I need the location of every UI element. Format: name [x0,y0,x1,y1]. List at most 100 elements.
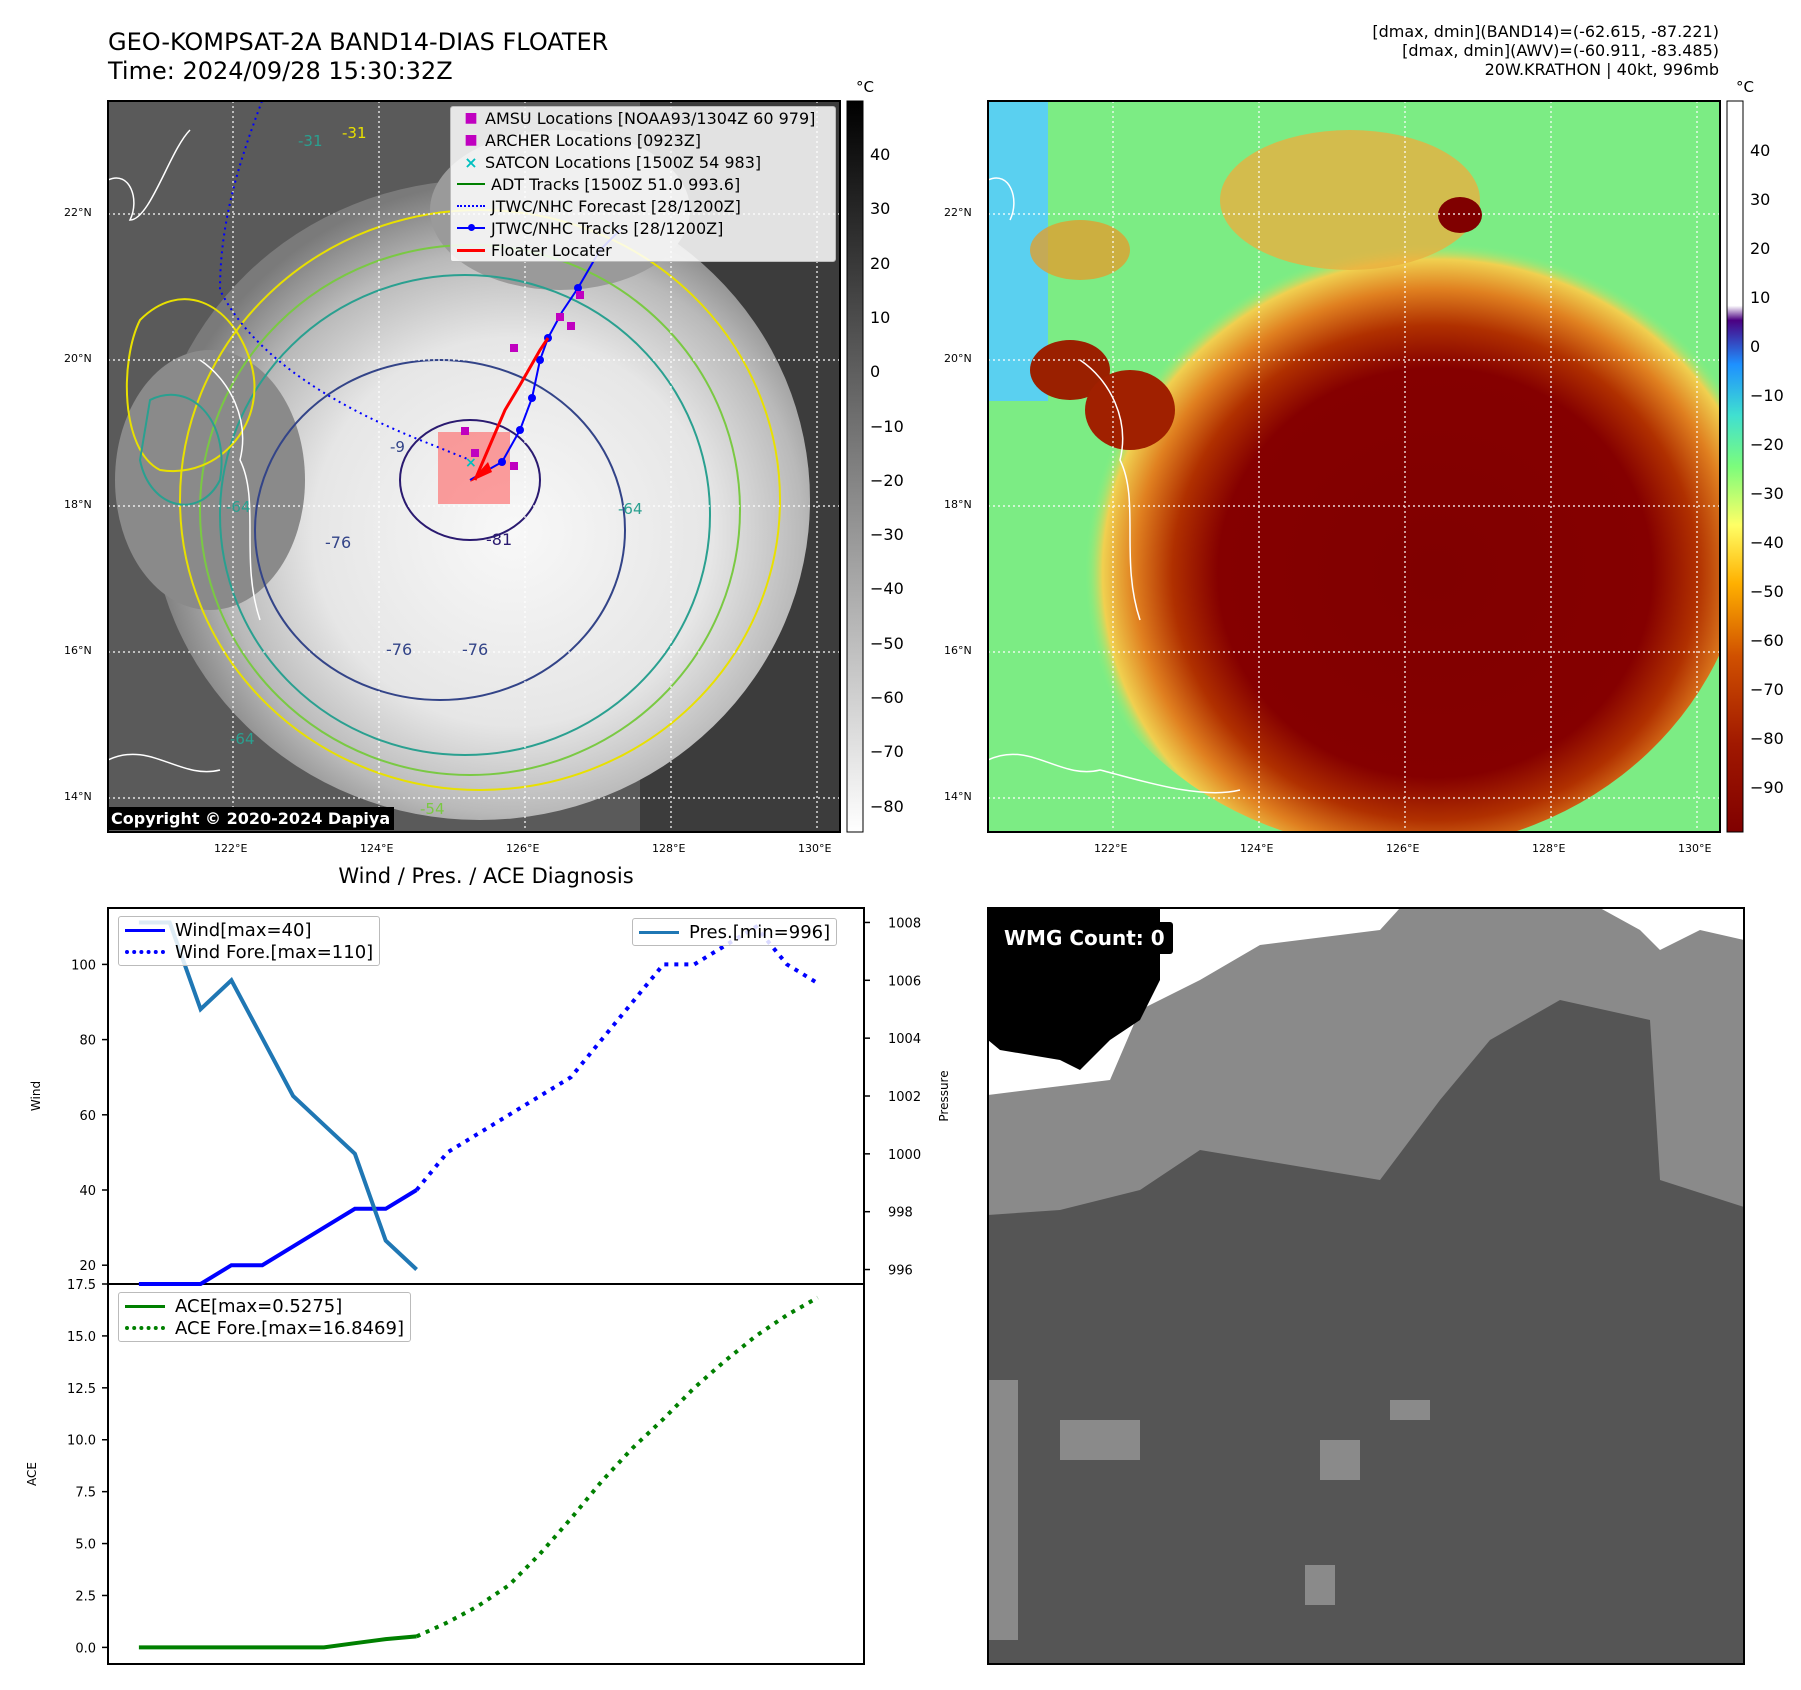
legend-item-ace-forecast: ACE Fore.[max=16.8469] [119,1317,410,1339]
colorbar-tick-left: −10 [870,416,904,436]
lon-label-122-right: 122°E [1094,842,1128,855]
info-line-3: 20W.KRATHON | 40kt, 996mb [1484,60,1719,79]
colorbar-tick-left: 0 [870,362,881,382]
legend-item-pressure: Pres.[min=996] [633,921,836,943]
legend-item-wind-forecast: Wind Fore.[max=110] [119,941,379,963]
lat-label-22-left: 22°N [64,206,92,219]
storm-info: [dmax, dmin](BAND14)=(-62.615, -87.221) … [1372,22,1719,79]
colorbar-tick-left: −80 [870,796,904,816]
lon-label-126-right: 126°E [1386,842,1420,855]
lat-label-20-left: 20°N [64,352,92,365]
square-marker-icon: ■ [464,110,478,126]
colorbar-tick-left: −40 [870,579,904,599]
colorbar-tick-left: −70 [870,742,904,762]
lat-label-20-right: 20°N [944,352,972,365]
lon-label-128-right: 128°E [1532,842,1566,855]
legend-item-wind: Wind[max=40] [119,919,379,941]
diagnosis-title: Wind / Pres. / ACE Diagnosis [338,864,634,888]
legend-item-ace: ACE[max=0.5275] [119,1295,410,1317]
legend-label: Floater Locater [491,240,612,260]
legend-item-adt: ADT Tracks [1500Z 51.0 993.6] [451,173,835,195]
lat-label-18-left: 18°N [64,498,92,511]
lon-label-128-left: 128°E [652,842,686,855]
contour-label: -31 [298,132,323,150]
legend-item-forecast: JTWC/NHC Forecast [28/1200Z] [451,195,835,217]
map-legend: ■ AMSU Locations [NOAA93/1304Z 60 979] ■… [450,106,836,262]
red-line-icon [457,248,485,252]
legend-item-tracks: JTWC/NHC Tracks [28/1200Z] [451,217,835,239]
wind-legend: Wind[max=40] Wind Fore.[max=110] [118,916,381,966]
colorbar-tick-right: 40 [1750,141,1771,160]
lat-label-14-right: 14°N [944,790,972,803]
lon-label-130-right: 130°E [1678,842,1712,855]
colorbar-tick-right: −60 [1750,631,1784,650]
legend-item-amsu: ■ AMSU Locations [NOAA93/1304Z 60 979] [451,107,835,129]
solid-line-icon [125,1304,165,1308]
figure-title: GEO-KOMPSAT-2A BAND14-DIAS FLOATER Time:… [108,28,608,86]
contour-label: -64 [230,730,255,748]
colorbar-tick-right: −40 [1750,533,1784,552]
colorbar-tick-left: 40 [870,145,891,164]
colorbar-tick-right: −70 [1750,680,1784,699]
info-line-2: [dmax, dmin](AWV)=(-60.911, -83.485) [1402,41,1719,60]
info-line-1: [dmax, dmin](BAND14)=(-62.615, -87.221) [1372,22,1719,41]
legend-label: ACE Fore.[max=16.8469] [175,1317,404,1339]
contour-label: -54 [420,800,445,818]
contour-label: -76 [386,640,413,659]
lat-label-14-left: 14°N [64,790,92,803]
colorbar-tick-left: −60 [870,688,904,707]
contour-label: -76 [325,533,352,552]
lat-label-16-right: 16°N [944,644,972,657]
lon-label-122-left: 122°E [214,842,248,855]
svg-text:×: × [465,455,477,471]
line-marker-icon [457,183,485,185]
lon-label-124-right: 124°E [1240,842,1274,855]
colorbar-tick-right: −50 [1750,582,1784,601]
awv-satellite-image [988,101,1720,832]
contour-label: -64 [226,498,251,516]
wmg-count-badge: WMG Count: 0 [996,922,1173,954]
colorbar-unit-left: °C [856,78,874,96]
colorbar-tick-right: 0 [1750,337,1761,356]
solid-line-icon [639,930,679,934]
lon-label-126-left: 126°E [506,842,540,855]
colorbar-tick-right: 20 [1750,239,1771,258]
title-line-1: GEO-KOMPSAT-2A BAND14-DIAS FLOATER [108,28,609,56]
colorbar-tick-right: −20 [1750,435,1784,454]
legend-label: ACE[max=0.5275] [175,1295,343,1317]
legend-label: Pres.[min=996] [689,921,831,943]
colorbar-tick-left: −50 [870,633,904,653]
colorbar-tick-right: −90 [1750,778,1784,797]
colorbar-tick-left: −20 [870,470,904,490]
legend-label: Wind Fore.[max=110] [175,941,374,963]
ace-legend: ACE[max=0.5275] ACE Fore.[max=16.8469] [118,1292,411,1342]
dotted-line-icon [125,1326,165,1330]
colorbar-tick-left: −30 [870,525,904,545]
title-line-2: Time: 2024/09/28 15:30:32Z [108,57,453,85]
lon-label-124-left: 124°E [360,842,394,855]
square-marker-icon: ■ [464,132,478,148]
colorbar-tick-right: −80 [1750,729,1784,748]
legend-label: ADT Tracks [1500Z 51.0 993.6] [491,174,741,194]
colorbar-tick-left: 20 [870,253,891,273]
legend-label: Wind[max=40] [175,919,312,941]
legend-label: AMSU Locations [NOAA93/1304Z 60 979] [485,108,816,128]
legend-item-archer: ■ ARCHER Locations [0923Z] [451,129,835,151]
line-dot-marker-icon [457,224,485,231]
colorbar-unit-right: °C [1736,78,1754,96]
contour-label: -31 [342,124,367,142]
dotted-line-icon [125,950,165,954]
colorbar-tick-right: 30 [1750,190,1771,209]
contour-label: -64 [618,500,643,518]
colorbar-tick-left: 30 [870,199,891,219]
legend-item-floater: Floater Locater [451,239,835,261]
lat-label-16-left: 16°N [64,644,92,657]
legend-label: ARCHER Locations [0923Z] [485,130,702,150]
lat-label-18-right: 18°N [944,498,972,511]
solid-line-icon [125,928,165,932]
colorbar-tick-right: 10 [1750,288,1771,307]
dotted-line-icon [457,205,485,207]
wmg-image [988,908,1744,1664]
colorbar-tick-left: 10 [870,307,891,327]
